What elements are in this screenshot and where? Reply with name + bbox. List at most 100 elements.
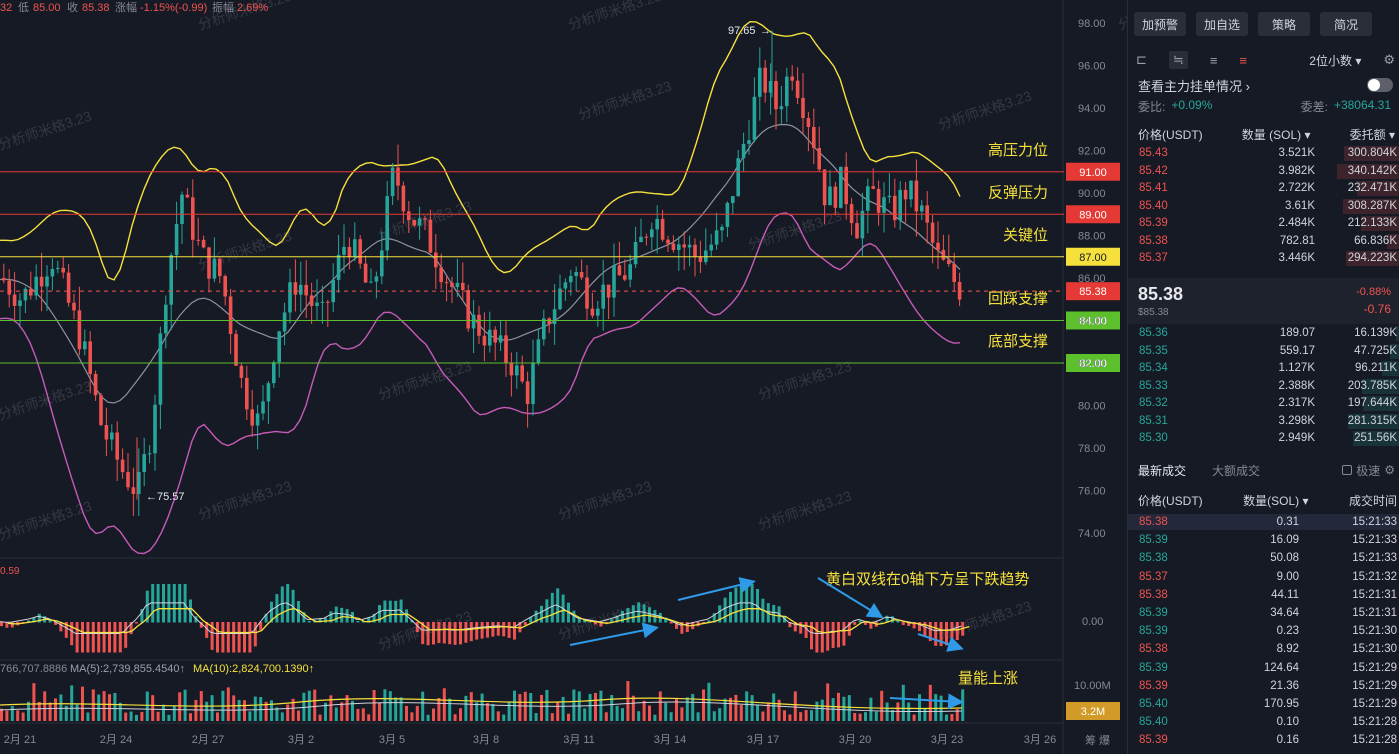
ask-row[interactable]: 85.39 2.484K 212.133K <box>1128 215 1399 232</box>
bid-row[interactable]: 85.33 2.388K 203.785K <box>1128 378 1399 395</box>
fast-mode[interactable]: 极速 ⚙ <box>1342 462 1395 479</box>
macd-bar <box>712 613 716 623</box>
date-axis-label: 3月 26 <box>1024 734 1056 746</box>
ob-price: 85.38 <box>1139 234 1168 247</box>
candle <box>795 80 800 98</box>
bid-row[interactable]: 85.30 2.949K 251.56K <box>1128 430 1399 447</box>
ob-qty-header[interactable]: 数量 (SOL) ▾ <box>1241 128 1311 142</box>
bid-row[interactable]: 85.36 189.07 16.139K <box>1128 325 1399 342</box>
book-bids-icon[interactable]: ≡ <box>1209 52 1218 68</box>
level-tag <box>1066 205 1120 224</box>
overview-button[interactable]: 简况 <box>1320 12 1372 36</box>
macd-bar <box>529 617 533 623</box>
macd-bar <box>464 622 468 643</box>
volume-bar <box>885 702 889 721</box>
watchlist-button[interactable]: 加自选 <box>1196 12 1248 36</box>
ask-row[interactable]: 85.38 782.81 66.836K <box>1128 233 1399 250</box>
macd-bar <box>923 622 927 637</box>
vol-ma5: MA(5):2,739,855.4540↑ <box>70 663 185 675</box>
strategy-button[interactable]: 策略 <box>1258 12 1310 36</box>
tab-large-trades[interactable]: 大额成交 <box>1212 463 1261 478</box>
candle <box>822 169 827 206</box>
price-chart[interactable]: 分析师米格3.23 分析师米格3.23 分析师米格3.23分析师米格3.23分析师米… <box>0 0 1127 754</box>
trade-qty: 34.64 <box>1270 607 1299 619</box>
trade-qty: 124.64 <box>1263 661 1299 674</box>
macd-bar <box>329 611 333 623</box>
ask-row[interactable]: 85.42 3.982K 340.142K <box>1128 163 1399 180</box>
settings-icon[interactable]: ⚙ <box>1384 463 1395 477</box>
date-axis-label: 3月 23 <box>931 734 963 746</box>
candle <box>882 197 886 213</box>
candle <box>223 276 227 297</box>
candle <box>650 229 654 238</box>
volume-bar <box>820 699 824 721</box>
volume-bar <box>64 705 68 721</box>
volume-bar <box>772 693 776 721</box>
volume-bar <box>804 710 808 721</box>
volume-bar <box>388 691 392 721</box>
volume-bar <box>923 708 927 721</box>
level-annotation: 反弹压力 <box>988 184 1048 201</box>
candle <box>261 401 265 414</box>
bid-row[interactable]: 85.35 559.17 47.725K <box>1128 343 1399 360</box>
candle <box>790 76 794 81</box>
main-orders-toggle[interactable] <box>1367 78 1393 92</box>
candle <box>709 244 713 251</box>
main-orders-row[interactable]: 查看主力挂单情况 › <box>1138 74 1393 96</box>
candle <box>401 185 406 212</box>
macd-bar <box>810 622 813 650</box>
book-both-icon[interactable]: ⊏ <box>1136 52 1147 67</box>
candle <box>212 258 217 279</box>
macd-bar <box>491 622 495 637</box>
candle <box>147 453 152 455</box>
ob-total-header[interactable]: 委托额 ▾ <box>1349 128 1395 142</box>
macd-bar <box>210 622 214 650</box>
order-panel: 加预警 加自选 策略 简况 ⊏ ≒ ≡ ≡ 2位小数 ▾ ⚙ 查看主力挂单情况 … <box>1127 0 1399 754</box>
ob-qty: 1.127K <box>1278 362 1315 374</box>
volume-bar <box>891 710 894 721</box>
book-split-icon[interactable]: ≒ <box>1168 51 1188 69</box>
ask-row[interactable]: 85.43 3.521K 300.804K <box>1128 145 1399 162</box>
trade-price: 85.38 <box>1139 588 1168 601</box>
volume-bar <box>691 693 695 721</box>
volume-bar <box>5 710 9 721</box>
macd-bar <box>415 622 419 633</box>
candle <box>29 288 33 296</box>
trade-qty: 44.11 <box>1271 588 1299 601</box>
ob-total: 308.287K <box>1347 199 1397 212</box>
macd-dif-line <box>0 602 962 634</box>
bid-row[interactable]: 85.34 1.127K 96.211K <box>1128 360 1399 377</box>
tab-latest-trades[interactable]: 最新成交 <box>1138 463 1187 478</box>
trade-qty: 9.00 <box>1276 570 1299 583</box>
book-asks-icon[interactable]: ≡ <box>1239 52 1247 68</box>
candle <box>812 126 816 149</box>
macd-bar <box>685 622 689 633</box>
macd-bar <box>804 622 808 638</box>
candle <box>903 189 908 200</box>
volume-bar <box>340 702 344 721</box>
bid-row[interactable]: 85.31 3.298K 281.315K <box>1128 413 1399 430</box>
volume-bar <box>799 712 803 721</box>
macd-bar <box>675 622 678 629</box>
candle <box>752 96 757 141</box>
alert-button[interactable]: 加预警 <box>1134 12 1186 36</box>
ask-row[interactable]: 85.37 3.446K 294.223K <box>1128 250 1399 267</box>
macd-bar <box>615 615 619 623</box>
macd-bar <box>610 619 614 623</box>
gear-icon[interactable]: ⚙ <box>1383 52 1395 67</box>
fast-checkbox[interactable] <box>1342 465 1353 475</box>
volume-bar <box>226 687 230 721</box>
ask-row[interactable]: 85.40 3.61K 308.287K <box>1128 198 1399 215</box>
bid-row[interactable]: 85.32 2.317K 197.644K <box>1128 395 1399 412</box>
trade-row: 85.39 16.09 15:21:33 <box>1128 532 1399 548</box>
decimal-select[interactable]: 2位小数 ▾ <box>1309 53 1362 68</box>
tr-qty-header[interactable]: 数量(SOL) ▾ <box>1243 494 1309 508</box>
ask-row[interactable]: 85.41 2.722K 232.471K <box>1128 180 1399 197</box>
trade-price: 85.37 <box>1139 570 1168 583</box>
candle <box>174 223 179 256</box>
price-axis-label: 80.00 <box>1078 401 1106 413</box>
volume-bar <box>880 690 884 721</box>
candle <box>466 290 470 329</box>
trend-arrow <box>917 633 964 652</box>
macd-bar <box>912 622 916 629</box>
